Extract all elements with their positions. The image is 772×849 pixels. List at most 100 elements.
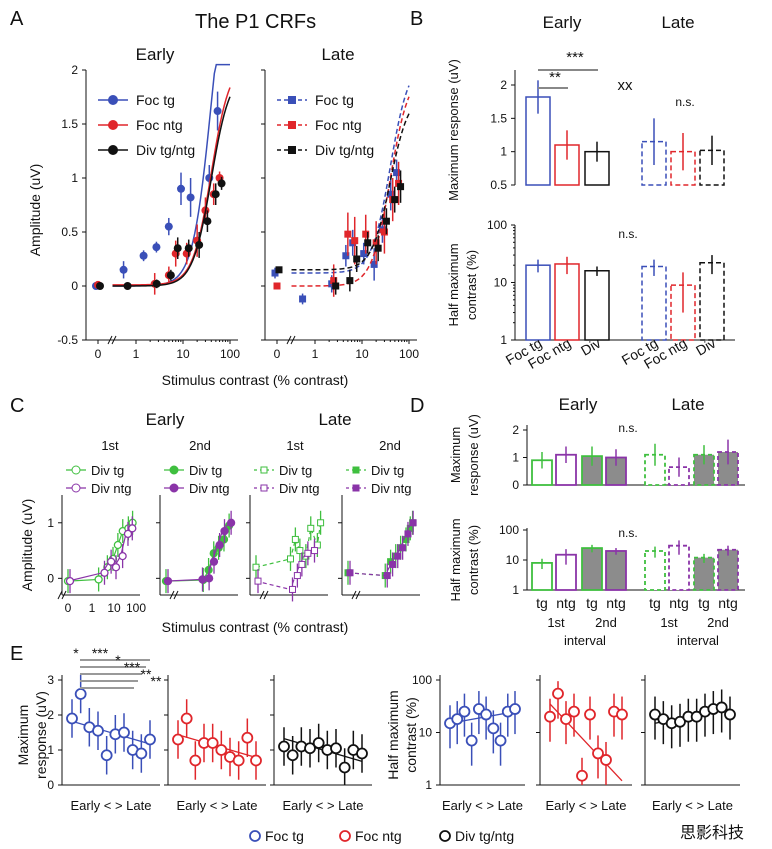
legend-marker xyxy=(108,95,118,105)
x-tick-label: 10 xyxy=(107,601,121,615)
data-point xyxy=(451,713,464,725)
data-point xyxy=(344,230,352,238)
subplot-title: 2nd xyxy=(379,438,401,453)
axis-break xyxy=(286,335,292,345)
data-point xyxy=(215,540,224,550)
subplot-title: 2nd xyxy=(189,438,211,453)
data-point xyxy=(409,519,417,527)
y-axis-label: Amplitude (uV) xyxy=(27,164,43,257)
data-point xyxy=(576,769,588,782)
data-point xyxy=(217,179,226,188)
x-tick-label: 100 xyxy=(220,347,240,361)
data-point xyxy=(552,687,564,700)
x-tick-label: 10 xyxy=(176,347,190,361)
data-point xyxy=(189,754,202,767)
sig-label: * xyxy=(73,645,79,661)
data-point xyxy=(393,169,401,177)
data-point xyxy=(380,228,388,236)
x-tick-label: 0 xyxy=(95,347,102,361)
data-point xyxy=(299,295,307,303)
bar xyxy=(581,547,603,591)
data-point xyxy=(364,239,372,247)
data-point xyxy=(487,722,500,735)
interval-label: 1st xyxy=(547,615,565,630)
data-point xyxy=(139,251,148,260)
legend-marker xyxy=(352,484,360,492)
bar-foc-tg xyxy=(641,265,667,341)
interval-label: 1st xyxy=(660,615,678,630)
data-point xyxy=(166,271,175,280)
x-axis-label: Early < > Late xyxy=(652,798,733,813)
data-point xyxy=(163,576,173,586)
data-point xyxy=(304,742,316,755)
legend-marker xyxy=(288,96,296,104)
legend-label: Div tg/ntg xyxy=(136,142,195,158)
data-point xyxy=(94,575,103,584)
x-tick-label: 0 xyxy=(65,601,72,615)
sig-label: ** xyxy=(151,673,162,689)
bar-tick-label: tg xyxy=(536,595,548,611)
data-point xyxy=(560,713,572,725)
legend-marker xyxy=(439,830,451,842)
data-point xyxy=(232,754,245,767)
y-tick-label: 2 xyxy=(71,63,78,77)
data-point xyxy=(186,193,195,202)
y-tick-label: -0.5 xyxy=(57,333,78,347)
y-tick-label: 1.5 xyxy=(61,117,78,131)
axis-break xyxy=(259,590,265,600)
x-axis-label: Early < > Late xyxy=(442,798,523,813)
bar-div xyxy=(584,270,610,341)
subplot-title: 1st xyxy=(101,438,119,453)
bar xyxy=(717,548,739,591)
x-tick-label: 100 xyxy=(399,347,419,361)
legend-marker xyxy=(169,483,179,493)
axis-break xyxy=(57,590,63,600)
y-tick-label: 2 xyxy=(512,423,519,437)
x-tick-label: 100 xyxy=(126,601,146,615)
data-point xyxy=(494,734,507,747)
y-axis-label: Maximum response (uV) xyxy=(446,59,461,201)
data-point xyxy=(250,754,262,767)
data-point xyxy=(330,742,342,755)
x-tick-label: 1 xyxy=(89,601,96,615)
data-point xyxy=(123,282,132,290)
legend-label: Div tg xyxy=(371,463,404,478)
y-tick-label: 0 xyxy=(47,778,54,792)
data-point xyxy=(118,551,127,561)
sig-label: *** xyxy=(124,659,141,675)
data-point xyxy=(286,749,299,762)
legend-label: Div ntg xyxy=(279,481,319,496)
data-point xyxy=(465,734,478,747)
data-point xyxy=(584,708,596,721)
legend-label: Div ntg xyxy=(91,481,131,496)
axis-break xyxy=(61,590,67,600)
y-tick-label: 10 xyxy=(506,553,520,567)
panel-d: Early Late 0 1 2 Maximum response (uV) n.s. 1 10 1… xyxy=(448,395,745,648)
panel-b: Early Late 0.5 1 1.5 2 Maximum response (uV) **… xyxy=(446,13,735,372)
fit-curve-foc-ntg xyxy=(112,87,231,286)
y-axis-label-2: contrast (%) xyxy=(403,697,419,772)
data-point xyxy=(118,726,130,739)
y-tick-label: 0 xyxy=(512,478,519,492)
interval-word: interval xyxy=(677,633,719,648)
bar xyxy=(605,550,627,591)
y-tick-label: 2 xyxy=(47,708,54,722)
data-point xyxy=(152,243,161,252)
data-point xyxy=(346,277,354,285)
axis-break xyxy=(355,590,361,600)
ns-label: n.s. xyxy=(618,421,637,435)
data-point xyxy=(195,240,204,249)
data-point xyxy=(399,544,407,552)
watermark: 思影科技 xyxy=(680,824,744,842)
x-tick-label: 1 xyxy=(312,347,319,361)
y-axis-label-2: contrast (%) xyxy=(464,250,479,320)
axis-break xyxy=(290,335,296,345)
data-point xyxy=(509,703,521,715)
axis-break xyxy=(263,590,269,600)
legend-label: Foc ntg xyxy=(315,117,362,133)
data-point xyxy=(296,547,304,555)
data-point xyxy=(74,688,87,700)
data-point xyxy=(211,190,220,199)
y-tick-label: 100 xyxy=(487,218,507,232)
bar-tick-label: ntg xyxy=(718,595,737,611)
